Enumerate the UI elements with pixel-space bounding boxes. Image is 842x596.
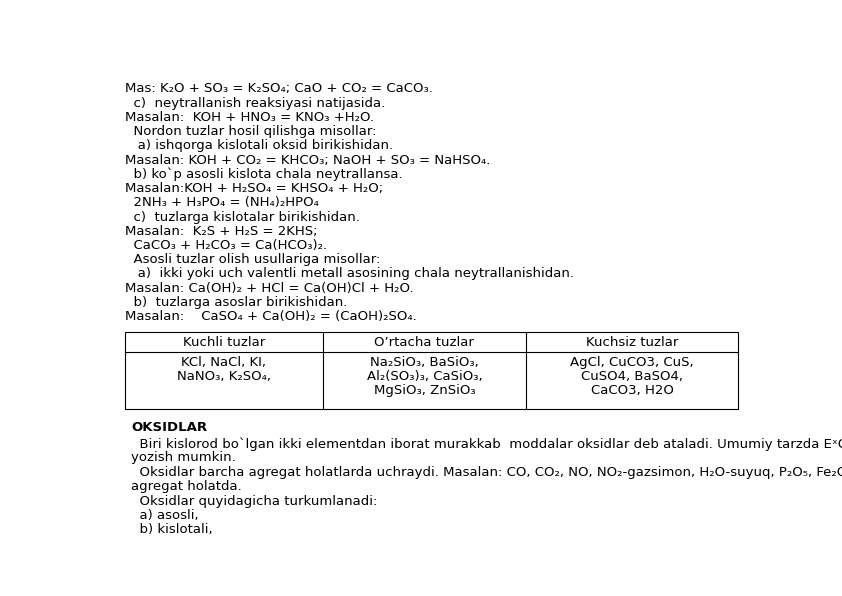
Text: a)  ikki yoki uch valentli metall asosining chala neytrallanishidan.: a) ikki yoki uch valentli metall asosini… xyxy=(125,268,574,281)
Text: Masalan: KOH + CO₂ = KHCO₃; NaOH + SO₃ = NaHSO₄.: Masalan: KOH + CO₂ = KHCO₃; NaOH + SO₃ =… xyxy=(125,154,490,166)
Text: 2NH₃ + H₃PO₄ = (NH₄)₂HPO₄: 2NH₃ + H₃PO₄ = (NH₄)₂HPO₄ xyxy=(125,196,319,209)
Text: Kuchli tuzlar: Kuchli tuzlar xyxy=(183,336,265,349)
Text: agregat holatda.: agregat holatda. xyxy=(131,480,242,493)
Text: a) ishqorga kislotali oksid birikishidan.: a) ishqorga kislotali oksid birikishidan… xyxy=(125,139,393,153)
Text: OKSIDLAR: OKSIDLAR xyxy=(131,421,207,434)
Text: NaNO₃, K₂SO₄,: NaNO₃, K₂SO₄, xyxy=(177,370,270,383)
Text: Oksidlar quyidagicha turkumlanadi:: Oksidlar quyidagicha turkumlanadi: xyxy=(131,495,378,508)
Text: Masalan:    CaSO₄ + Ca(OH)₂ = (CaOH)₂SO₄.: Masalan: CaSO₄ + Ca(OH)₂ = (CaOH)₂SO₄. xyxy=(125,311,417,323)
Text: Nordon tuzlar hosil qilishga misollar:: Nordon tuzlar hosil qilishga misollar: xyxy=(125,125,376,138)
Text: MgSiO₃, ZnSiO₃: MgSiO₃, ZnSiO₃ xyxy=(374,384,475,398)
Text: b)  tuzlarga asoslar birikishidan.: b) tuzlarga asoslar birikishidan. xyxy=(125,296,347,309)
Text: Al₂(SO₃)₃, CaSiO₃,: Al₂(SO₃)₃, CaSiO₃, xyxy=(366,370,482,383)
Text: a) asosli,: a) asosli, xyxy=(131,509,199,522)
Text: CuSO4, BaSO4,: CuSO4, BaSO4, xyxy=(581,370,683,383)
Text: Asosli tuzlar olish usullariga misollar:: Asosli tuzlar olish usullariga misollar: xyxy=(125,253,381,266)
Text: c)  tuzlarga kislotalar birikishidan.: c) tuzlarga kislotalar birikishidan. xyxy=(125,210,360,224)
Text: b) ko`p asosli kislota chala neytrallansa.: b) ko`p asosli kislota chala neytrallans… xyxy=(125,167,402,181)
Text: Mas: K₂O + SO₃ = K₂SO₄; CaO + CO₂ = CaCO₃.: Mas: K₂O + SO₃ = K₂SO₄; CaO + CO₂ = CaCO… xyxy=(125,82,433,95)
Text: CaCO3, H2O: CaCO3, H2O xyxy=(591,384,674,398)
Text: Masalan:  KOH + HNO₃ = KNO₃ +H₂O.: Masalan: KOH + HNO₃ = KNO₃ +H₂O. xyxy=(125,111,374,124)
Text: Masalan: Ca(OH)₂ + HCl = Ca(OH)Cl + H₂O.: Masalan: Ca(OH)₂ + HCl = Ca(OH)Cl + H₂O. xyxy=(125,282,413,295)
Text: Masalan:KOH + H₂SO₄ = KHSO₄ + H₂O;: Masalan:KOH + H₂SO₄ = KHSO₄ + H₂O; xyxy=(125,182,383,195)
Bar xyxy=(125,333,738,409)
Text: Na₂SiO₃, BaSiO₃,: Na₂SiO₃, BaSiO₃, xyxy=(370,356,479,369)
Text: Masalan:  K₂S + H₂S = 2KHS;: Masalan: K₂S + H₂S = 2KHS; xyxy=(125,225,317,238)
Text: KCl, NaCl, KI,: KCl, NaCl, KI, xyxy=(181,356,266,369)
Text: b) kislotali,: b) kislotali, xyxy=(131,523,213,536)
Text: yozish mumkin.: yozish mumkin. xyxy=(131,451,236,464)
Text: Biri kislorod bo`lgan ikki elementdan iborat murakkab  moddalar oksidlar deb ata: Biri kislorod bo`lgan ikki elementdan ib… xyxy=(131,437,842,451)
Text: O’rtacha tuzlar: O’rtacha tuzlar xyxy=(375,336,474,349)
Text: CaCO₃ + H₂CO₃ = Ca(HCO₃)₂.: CaCO₃ + H₂CO₃ = Ca(HCO₃)₂. xyxy=(125,239,327,252)
Text: AgCl, CuCO3, CuS,: AgCl, CuCO3, CuS, xyxy=(570,356,694,369)
Text: Oksidlar barcha agregat holatlarda uchraydi. Masalan: CO, CO₂, NO, NO₂-gazsimon,: Oksidlar barcha agregat holatlarda uchra… xyxy=(131,466,842,479)
Text: Kuchsiz tuzlar: Kuchsiz tuzlar xyxy=(586,336,679,349)
Text: c)  neytrallanish reaksiyasi natijasida.: c) neytrallanish reaksiyasi natijasida. xyxy=(125,97,385,110)
